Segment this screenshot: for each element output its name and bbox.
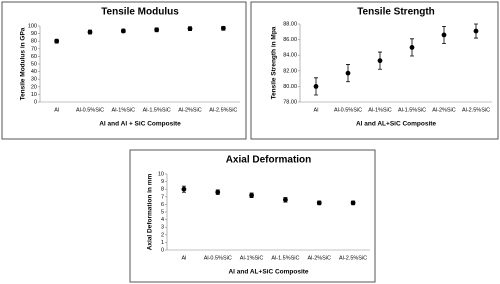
y-tick-label: 40: [31, 69, 37, 75]
marker: [409, 45, 415, 50]
marker: [441, 32, 447, 38]
x-tick-label: Al-1.5%SiC: [143, 107, 171, 113]
y-tick-label: 6: [161, 202, 164, 208]
x-tick-label: Al-1.5%SiC: [271, 255, 299, 261]
y-tick-label: 5: [161, 209, 164, 215]
y-tick-label: 7: [161, 194, 164, 200]
x-tick-label: Al-2%SiC: [178, 107, 202, 113]
y-tick-label: 10: [31, 92, 37, 98]
chart-title: Tensile Strength: [357, 7, 435, 18]
chart-title: Axial Deformation: [226, 155, 312, 166]
marker: [316, 200, 322, 206]
x-tick-label: Al-2.5%SiC: [339, 255, 367, 261]
y-tick-label: 100: [28, 23, 37, 29]
y-tick-label: 60: [31, 54, 37, 60]
x-axis-title: Al and Al + SiC Composite: [99, 121, 181, 128]
x-tick-label: Al-2%SiC: [432, 107, 456, 113]
y-tick-label: 3: [161, 225, 164, 231]
y-tick-label: 90: [31, 31, 37, 37]
y-tick-label: 2: [161, 232, 164, 238]
x-tick-label: Al-0.5%SiC: [76, 107, 104, 113]
y-tick-label: 86.00: [283, 37, 297, 43]
y-tick-label: 0: [34, 99, 37, 105]
panel-border: [1, 1, 247, 140]
y-tick-label: 10: [158, 171, 164, 177]
x-tick-label: Al-2%SiC: [307, 255, 331, 261]
x-tick-label: Al: [181, 255, 186, 261]
marker: [313, 84, 319, 89]
y-tick-label: 50: [31, 61, 37, 67]
y-tick-label: 82.00: [283, 68, 297, 74]
y-tick-label: 1: [161, 240, 164, 246]
marker: [283, 197, 288, 203]
marker: [187, 26, 193, 32]
marker: [154, 27, 160, 33]
y-tick-label: 0: [161, 247, 164, 253]
y-tick-label: 84.00: [283, 53, 297, 59]
x-tick-label: Al-0.5%SiC: [334, 107, 362, 113]
x-tick-label: Al-1%SiC: [112, 107, 136, 113]
x-axis-title: Al and AL+SiC Composite: [228, 269, 308, 276]
y-tick-label: 9: [161, 179, 164, 185]
x-tick-label: Al-0.5%SiC: [204, 255, 232, 261]
y-tick-label: 4: [161, 217, 164, 223]
marker: [181, 186, 187, 192]
marker: [215, 189, 221, 195]
marker: [87, 29, 93, 35]
y-axis-title: Tensile Strength in Mpa: [271, 26, 278, 99]
x-axis-title: Al and AL+SiC Composite: [356, 121, 436, 128]
y-tick-label: 88.00: [283, 21, 297, 27]
marker: [249, 192, 254, 198]
panel-border: [250, 1, 499, 140]
y-tick-label: 20: [31, 84, 37, 90]
marker: [54, 38, 60, 44]
x-tick-label: Al: [54, 107, 59, 113]
y-axis-title: Axial Deformation in mm: [147, 174, 154, 251]
x-tick-label: Al-1.5%SiC: [398, 107, 426, 113]
x-tick-label: Al-2.5%SiC: [209, 107, 237, 113]
marker: [377, 58, 383, 64]
y-tick-label: 78.00: [283, 99, 297, 105]
x-tick-label: Al-2.5%SiC: [462, 107, 490, 113]
marker: [345, 70, 351, 76]
marker: [473, 28, 479, 34]
marker: [350, 200, 356, 206]
y-tick-label: 80: [31, 39, 37, 45]
chart-title: Tensile Modulus: [101, 7, 179, 18]
x-tick-label: Al-1%SiC: [240, 255, 264, 261]
y-axis-title: Tensile Modulus in GPa: [20, 27, 27, 100]
x-tick-label: Al: [314, 107, 319, 113]
y-tick-label: 30: [31, 77, 37, 83]
y-tick-label: 80.00: [283, 84, 297, 90]
panel-border: [129, 149, 376, 283]
x-tick-label: Al-1%SiC: [368, 107, 392, 113]
y-tick-label: 70: [31, 46, 37, 52]
marker: [220, 25, 226, 31]
marker: [120, 28, 126, 34]
y-tick-label: 8: [161, 187, 164, 193]
